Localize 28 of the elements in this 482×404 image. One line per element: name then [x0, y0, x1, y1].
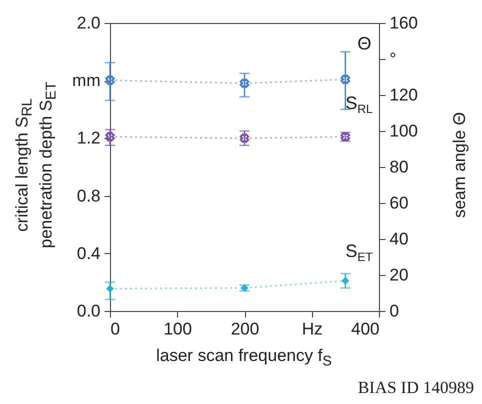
point — [106, 284, 114, 293]
y2-tick-label: 100 — [390, 122, 418, 140]
y-tick-label: 1.2 — [76, 128, 100, 148]
y-tick-label: 0.8 — [76, 186, 100, 206]
y2-tick-label: ° — [390, 50, 396, 68]
point — [342, 276, 350, 285]
y-tick-label: 0.4 — [76, 244, 100, 263]
series-label: Θ — [357, 33, 372, 54]
y2-tick-label: 160 — [390, 14, 418, 32]
y2-tick-label: 40 — [390, 230, 408, 248]
y-tick-label: 2.0 — [76, 14, 100, 32]
y2-tick-label: 120 — [390, 86, 418, 104]
point — [105, 132, 115, 142]
point — [240, 133, 250, 143]
y-tick-label: mm — [72, 71, 100, 90]
y2-tick-label: 80 — [390, 158, 408, 176]
x-axis-title: laser scan frequency f$_{S}$ — [156, 346, 332, 370]
y2-axis-title: seam angle Θ — [450, 112, 470, 218]
y-tick-label: 0.0 — [76, 302, 100, 320]
x-tick-label: Hz — [302, 320, 323, 338]
x-tick-label: 200 — [230, 320, 260, 338]
y2-tick-label: 60 — [390, 194, 408, 212]
text: BIAS ID 140989 — [358, 378, 474, 398]
x-tick-label: 100 — [164, 320, 192, 338]
y2-tick-label: 0 — [390, 302, 399, 320]
x-tick-label: 0 — [110, 320, 120, 338]
x-tick-label: 400 — [351, 320, 380, 338]
y2-tick-label: 20 — [390, 266, 408, 284]
